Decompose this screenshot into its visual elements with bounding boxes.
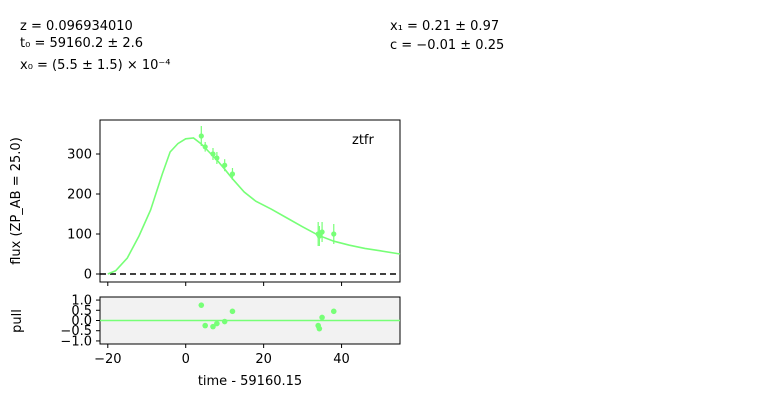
flux-data-point [198,133,204,139]
flux-data-point [202,144,208,150]
pull-y-tick-label: 1.0 [71,294,92,309]
flux-ticks: 0 100 200 300 [67,148,343,286]
model-curve [107,137,401,275]
pull-data-point [319,314,325,321]
pull-x-tick-label: 20 [255,352,272,367]
flux-data-point [319,229,325,235]
flux-data-point [229,171,236,177]
pull-plot-content [100,302,400,332]
flux-y-tick-label: 0 [84,268,92,283]
flux-plot-content [100,126,401,275]
flux-data-point [331,231,337,237]
band-label: ztfr [352,133,374,148]
pull-y-tick-label: 0.0 [71,314,92,329]
pull-data-point [198,302,205,308]
pull-data-point [330,308,337,315]
flux-y-tick-label: 100 [67,228,92,243]
pull-data-point [214,320,220,327]
param-z: z = 0.096934010 [20,19,133,34]
flux-data-point [214,155,220,161]
pull-panel: −20 0 20 40 1.00.50.0−0.5−1.0 pull time - 59… [10,294,401,389]
pull-data-point [221,318,228,325]
pull-data-point [316,325,323,332]
pull-data-point [202,322,208,329]
pull-y-tick-label: −1.0 [60,334,92,349]
flux-y-tick-label: 200 [67,188,92,203]
flux-axes-frame [99,119,401,283]
pull-x-tick-label: 0 [182,352,190,367]
param-t0: t₀ = 59160.2 ± 2.6 [20,36,144,51]
time-xlabel: time - 59160.15 [198,374,302,389]
pull-ylabel: pull [10,309,25,333]
pull-data-point [210,323,216,330]
flux-y-tick-label: 300 [67,148,92,163]
param-c: c = −0.01 ± 0.25 [390,38,505,53]
pull-x-tick-label: 40 [333,352,350,367]
flux-ylabel: flux (ZP_AB = 25.0) [9,137,24,265]
param-x0: x₀ = (5.5 ± 1.5) × 10⁻⁴ [20,58,171,73]
param-x1: x₁ = 0.21 ± 0.97 [390,19,500,34]
pull-y-tick-label: 0.5 [71,304,92,319]
pull-x-tick-label: −20 [94,352,121,367]
flux-data-point [222,162,228,168]
pull-data-point [229,308,236,315]
flux-panel: 0 100 200 300 ztfr flux (ZP_AB = 25.0) [9,119,401,286]
flux-data-point [316,233,322,239]
flux-data-point [210,151,216,157]
pull-y-tick-label: −0.5 [60,324,92,339]
pull-ticks: −20 0 20 40 1.00.50.0−0.5−1.0 [60,294,349,367]
